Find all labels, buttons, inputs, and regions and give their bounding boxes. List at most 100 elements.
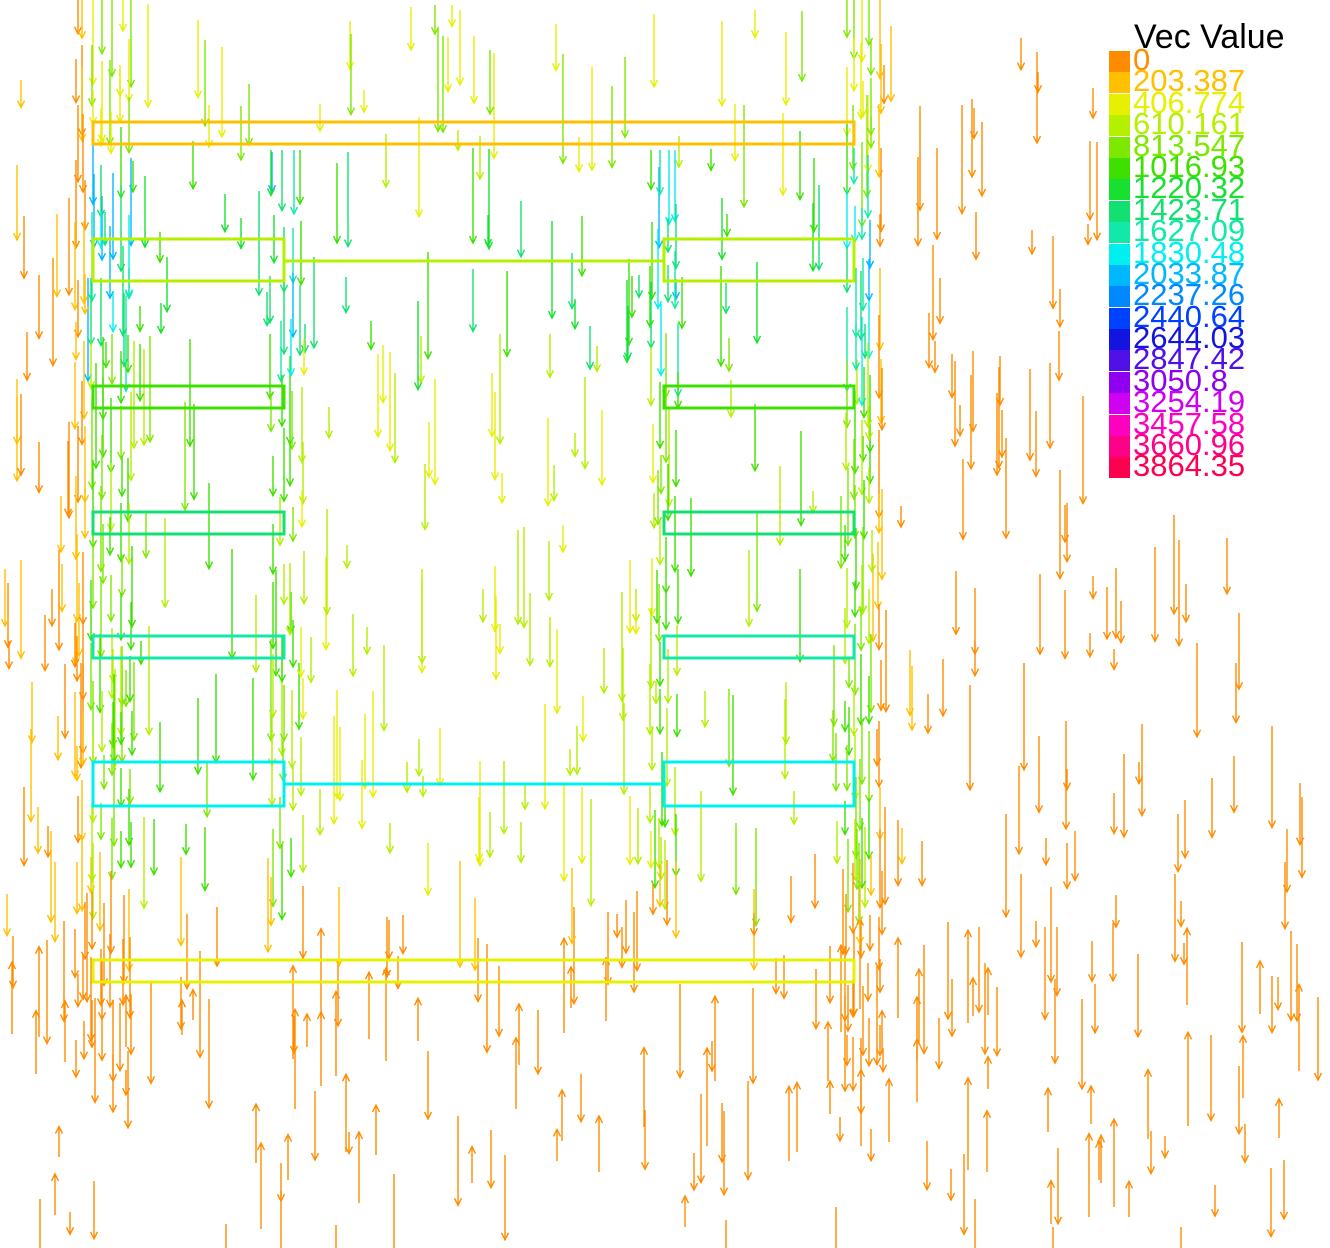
field-arrow (540, 704, 550, 811)
field-arrow (95, 852, 105, 933)
field-arrow (792, 1080, 802, 1152)
field-arrow (856, 1038, 866, 1115)
field-arrow (478, 589, 488, 624)
field-arrow (565, 749, 575, 777)
field-arrow (266, 639, 276, 743)
field-arrow (297, 490, 307, 529)
field-arrow (204, 999, 214, 1110)
field-arrow (346, 34, 356, 117)
field-arrow (835, 1207, 837, 1248)
field-arrow (728, 695, 738, 797)
field-arrow (1001, 438, 1011, 540)
legend-label: 2033.87 (1133, 255, 1246, 291)
field-arrow (864, 676, 874, 725)
field-arrow (299, 339, 309, 376)
field-arrow (545, 617, 555, 669)
field-arrow (490, 566, 500, 633)
field-arrow (71, 322, 81, 362)
field-arrow (650, 810, 660, 890)
field-arrow (453, 1116, 463, 1207)
field-arrow (1180, 1227, 1182, 1248)
field-arrow (211, 674, 221, 765)
field-arrow (468, 148, 478, 245)
field-arrow (875, 214, 885, 248)
field-arrow (65, 1212, 75, 1236)
field-arrow (850, 206, 860, 244)
field-arrow (117, 456, 127, 498)
field-arrow (354, 1130, 364, 1203)
top-plate-outline (91, 120, 856, 146)
field-arrow (634, 275, 644, 299)
field-arrow (696, 1094, 706, 1185)
field-arrow (155, 232, 165, 264)
field-arrow (977, 122, 987, 198)
field-arrow (277, 150, 287, 213)
field-arrow (124, 268, 134, 300)
field-arrow (724, 689, 734, 768)
field-arrow (629, 912, 639, 994)
legend-swatch (1109, 436, 1130, 458)
left-bar-outline (91, 510, 286, 536)
field-arrow (22, 332, 32, 382)
field-arrow (865, 437, 875, 485)
field-arrow (8, 936, 18, 990)
field-arrow (315, 789, 325, 837)
field-arrow (125, 656, 135, 703)
field-arrow (116, 593, 126, 642)
field-arrow (1274, 1097, 1284, 1138)
legend-swatch (1109, 307, 1130, 329)
field-arrow (706, 149, 716, 172)
field-arrow (873, 542, 883, 611)
field-arrow (47, 589, 57, 628)
field-arrow (381, 966, 391, 1061)
field-arrow (277, 375, 287, 428)
field-arrow (886, 26, 896, 103)
field-arrow (78, 552, 88, 626)
legend-swatch (1109, 179, 1130, 201)
field-arrow (1183, 1030, 1193, 1126)
field-arrow (1088, 576, 1098, 601)
field-arrow (433, 27, 443, 133)
field-arrow (1109, 1117, 1119, 1207)
field-arrow (385, 823, 395, 855)
field-arrow (917, 841, 927, 888)
field-arrow (1240, 1124, 1250, 1164)
field-arrow (786, 876, 796, 924)
field-arrow (1292, 944, 1302, 1023)
field-arrow (966, 375, 976, 471)
field-arrow (119, 895, 129, 985)
field-arrow (1052, 1227, 1054, 1248)
field-arrow (1055, 289, 1065, 329)
field-arrow (72, 746, 82, 783)
field-arrow (124, 889, 134, 973)
field-arrow (1207, 778, 1217, 839)
field-arrow (1222, 538, 1232, 596)
field-arrow (1031, 411, 1041, 478)
field-arrow (322, 509, 332, 616)
field-arrow (80, 274, 90, 316)
field-arrow (296, 737, 306, 797)
field-arrow (511, 1036, 521, 1109)
legend-swatch (1109, 93, 1130, 115)
field-arrow (71, 160, 81, 250)
field-arrow (298, 886, 308, 960)
legend-label: 2237.26 (1133, 277, 1246, 313)
field-arrow (97, 0, 107, 56)
field-arrow (592, 346, 602, 374)
field-arrow (859, 480, 869, 541)
field-arrow (655, 150, 665, 197)
field-arrow (662, 860, 672, 927)
field-arrow (1124, 1179, 1134, 1217)
field-arrow (64, 422, 74, 520)
field-arrow (329, 716, 339, 826)
legend-label: 2847.42 (1133, 341, 1246, 377)
field-arrow (46, 831, 56, 924)
field-arrow (646, 347, 656, 407)
field-arrow (373, 354, 383, 439)
field-arrow (485, 812, 495, 859)
field-arrow (655, 521, 665, 567)
field-arrow (654, 818, 664, 870)
field-arrow (835, 1117, 845, 1143)
field-arrow (331, 989, 341, 1076)
field-arrow (0, 569, 10, 628)
